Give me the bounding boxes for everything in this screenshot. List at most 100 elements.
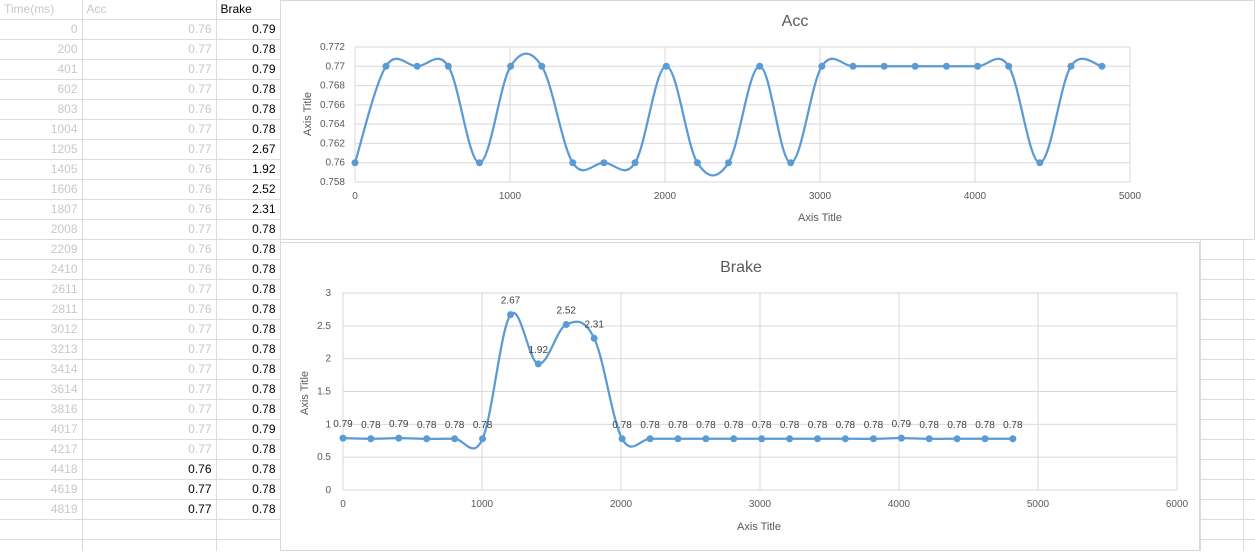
brake-cell[interactable]: 0.78 <box>216 299 281 320</box>
time-cell[interactable]: 1606 <box>0 179 83 200</box>
acc-cell[interactable]: 0.77 <box>82 419 217 440</box>
data-point[interactable] <box>618 435 626 443</box>
time-cell[interactable]: 3816 <box>0 399 83 420</box>
acc-cell[interactable]: 0.76 <box>82 159 217 180</box>
data-point[interactable] <box>911 62 919 70</box>
time-cell[interactable]: 401 <box>0 59 83 80</box>
acc-cell[interactable]: 0.77 <box>82 399 217 420</box>
time-cell[interactable]: 3614 <box>0 379 83 400</box>
brake-cell[interactable]: 0.78 <box>216 439 281 460</box>
brake-cell[interactable]: 0.78 <box>216 379 281 400</box>
data-point[interactable] <box>538 62 546 70</box>
time-cell[interactable]: 0 <box>0 19 83 40</box>
time-cell[interactable]: 2008 <box>0 219 83 240</box>
data-point[interactable] <box>953 435 961 443</box>
data-point[interactable] <box>758 435 766 443</box>
data-point[interactable] <box>897 434 905 442</box>
brake-cell[interactable]: 0.78 <box>216 279 281 300</box>
time-cell[interactable]: 200 <box>0 39 83 60</box>
data-point[interactable] <box>367 435 375 443</box>
acc-chart[interactable]: Acc Axis Title Axis Title 0.758 0.76 0.762… <box>280 0 1255 240</box>
data-point[interactable] <box>562 321 570 329</box>
brake-cell[interactable]: 0.79 <box>216 59 281 80</box>
data-point[interactable] <box>818 62 826 70</box>
data-point[interactable] <box>974 62 982 70</box>
data-point[interactable] <box>1098 62 1106 70</box>
data-point[interactable] <box>382 62 390 70</box>
acc-cell[interactable]: 0.77 <box>82 339 217 360</box>
data-point[interactable] <box>1036 159 1044 167</box>
brake-cell[interactable]: 0.78 <box>216 359 281 380</box>
acc-cell[interactable]: 0.77 <box>82 59 217 80</box>
acc-cell[interactable]: 0.77 <box>82 139 217 160</box>
acc-cell[interactable]: 0.77 <box>82 219 217 240</box>
time-cell[interactable]: 602 <box>0 79 83 100</box>
brake-cell[interactable]: 0.78 <box>216 479 281 500</box>
acc-cell[interactable]: 0.77 <box>82 319 217 340</box>
time-cell[interactable]: 2209 <box>0 239 83 260</box>
data-point[interactable] <box>1005 62 1013 70</box>
header-cell[interactable]: Brake <box>216 0 281 20</box>
brake-cell[interactable]: 2.67 <box>216 139 281 160</box>
time-cell[interactable]: 2611 <box>0 279 83 300</box>
time-cell[interactable]: 4217 <box>0 439 83 460</box>
acc-cell[interactable]: 0.77 <box>82 479 217 500</box>
data-point[interactable] <box>600 159 608 167</box>
data-point[interactable] <box>395 434 403 442</box>
data-point[interactable] <box>475 159 483 167</box>
time-cell[interactable]: 1405 <box>0 159 83 180</box>
acc-cell[interactable]: 0.76 <box>82 19 217 40</box>
brake-cell[interactable]: 0.78 <box>216 219 281 240</box>
data-point[interactable] <box>702 435 710 443</box>
time-cell[interactable]: 4418 <box>0 459 83 480</box>
data-point[interactable] <box>730 435 738 443</box>
brake-cell[interactable]: 0.78 <box>216 399 281 420</box>
data-point[interactable] <box>339 434 347 442</box>
time-cell[interactable]: 3414 <box>0 359 83 380</box>
acc-cell[interactable]: 0.77 <box>82 499 217 520</box>
acc-cell[interactable]: 0.76 <box>82 179 217 200</box>
header-cell[interactable]: Time(ms) <box>0 0 83 20</box>
data-point[interactable] <box>506 311 514 319</box>
time-cell[interactable]: 4619 <box>0 479 83 500</box>
brake-cell[interactable]: 2.31 <box>216 199 281 220</box>
acc-cell[interactable]: 0.77 <box>82 359 217 380</box>
brake-cell[interactable]: 0.78 <box>216 339 281 360</box>
data-point[interactable] <box>849 62 857 70</box>
data-point[interactable] <box>674 435 682 443</box>
time-cell[interactable]: 2410 <box>0 259 83 280</box>
data-point[interactable] <box>981 435 989 443</box>
data-point[interactable] <box>413 62 421 70</box>
data-point[interactable] <box>942 62 950 70</box>
acc-cell[interactable]: 0.76 <box>82 299 217 320</box>
data-point[interactable] <box>814 435 822 443</box>
acc-cell[interactable]: 0.77 <box>82 79 217 100</box>
brake-cell[interactable]: 1.92 <box>216 159 281 180</box>
data-point[interactable] <box>1009 435 1017 443</box>
brake-cell[interactable]: 0.78 <box>216 119 281 140</box>
brake-cell[interactable]: 0.78 <box>216 39 281 60</box>
time-cell[interactable]: 4017 <box>0 419 83 440</box>
acc-cell[interactable]: 0.76 <box>82 239 217 260</box>
data-point[interactable] <box>841 435 849 443</box>
brake-cell[interactable]: 2.52 <box>216 179 281 200</box>
data-point[interactable] <box>869 435 877 443</box>
acc-cell[interactable]: 0.77 <box>82 379 217 400</box>
data-point[interactable] <box>787 159 795 167</box>
brake-cell[interactable]: 0.78 <box>216 259 281 280</box>
data-point[interactable] <box>646 435 654 443</box>
time-cell[interactable]: 1807 <box>0 199 83 220</box>
data-point[interactable] <box>590 334 598 342</box>
data-point[interactable] <box>786 435 794 443</box>
time-cell[interactable]: 4819 <box>0 499 83 520</box>
time-cell[interactable]: 803 <box>0 99 83 120</box>
acc-cell[interactable]: 0.77 <box>82 39 217 60</box>
acc-cell[interactable]: 0.77 <box>82 279 217 300</box>
data-point[interactable] <box>1067 62 1075 70</box>
data-point[interactable] <box>507 62 515 70</box>
brake-cell[interactable]: 0.78 <box>216 319 281 340</box>
data-point[interactable] <box>423 435 431 443</box>
data-point[interactable] <box>569 159 577 167</box>
data-point[interactable] <box>693 159 701 167</box>
data-point[interactable] <box>756 62 764 70</box>
